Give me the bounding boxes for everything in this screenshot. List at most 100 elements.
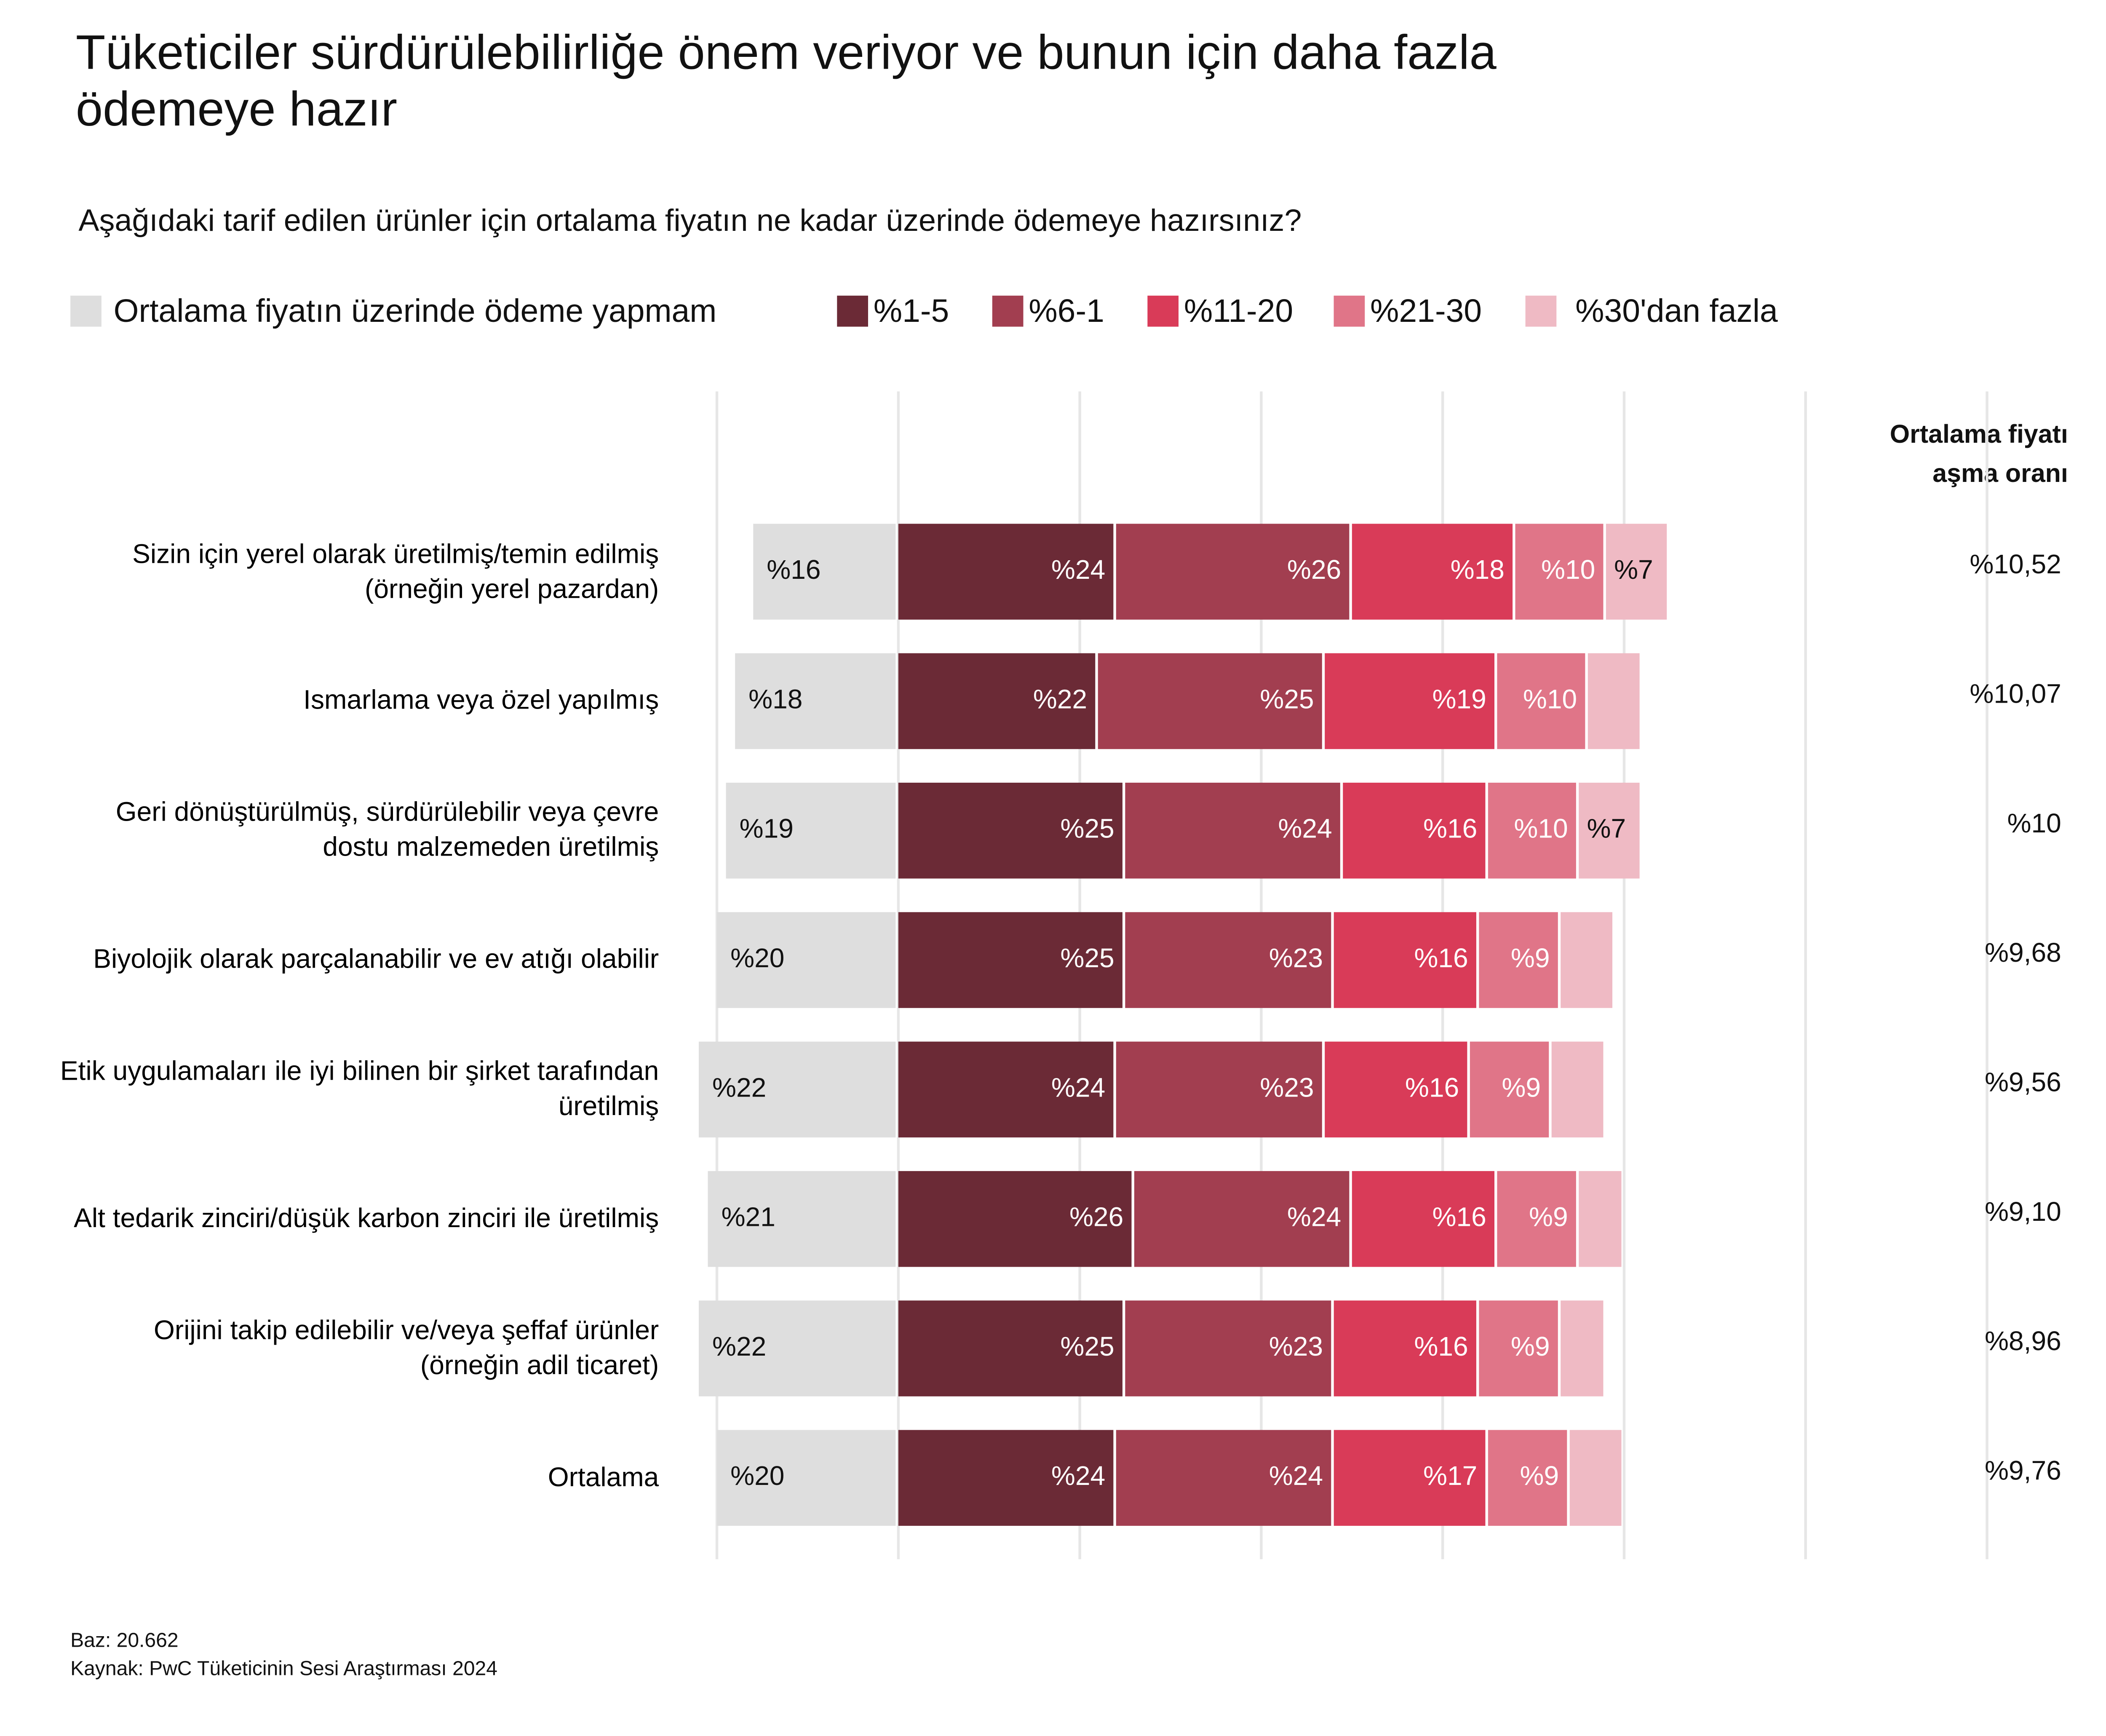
bar-segment: [898, 524, 1114, 620]
premium-value: %9,10: [1985, 1196, 2061, 1227]
bar-segment: [1479, 1300, 1558, 1396]
value-label: %18: [1451, 554, 1505, 585]
value-label: %16: [1414, 943, 1468, 973]
bar-segment: [753, 524, 896, 620]
bar-segment: [1479, 912, 1558, 1008]
category-box: Ismarlama veya özel yapılmış: [303, 686, 659, 716]
value-label: %26: [1287, 554, 1341, 585]
value-label: %23: [1269, 943, 1323, 973]
bar-segment: [1561, 1300, 1604, 1396]
value-label: %22: [712, 1331, 766, 1362]
value-label: %7: [1587, 813, 1626, 844]
bar-segment: [1470, 1041, 1549, 1138]
chart-title: Tüketiciler sürdürülebilirliğe önem veri…: [75, 24, 1497, 136]
bar-segment: [1488, 782, 1576, 879]
bar-segment: [898, 1171, 1132, 1267]
value-label: %19: [1433, 684, 1486, 714]
bar-segment: [1116, 1041, 1322, 1138]
value-label: %9: [1511, 943, 1550, 973]
bar-segment: [1352, 524, 1513, 620]
bar-segment: [1334, 912, 1476, 1008]
legend-label: %30'dan fazla: [1575, 293, 1778, 329]
bar-segment: [1116, 1430, 1331, 1526]
category-box: Ortalama: [548, 1463, 659, 1493]
category-label: Orijini takip edilebilir ve/veya şeffaf …: [153, 1316, 659, 1381]
category-label: Ortalama: [548, 1463, 659, 1493]
bar-segment: [1134, 1171, 1350, 1267]
bar-segment: [1125, 782, 1340, 879]
premium-value: %10,07: [1970, 679, 2061, 709]
value-label: %9: [1502, 1072, 1541, 1102]
chart-subtitle: Aşağıdaki tarif edilen ürünler için orta…: [78, 203, 1302, 238]
value-label: %16: [1414, 1331, 1468, 1362]
category-label: Etik uygulamaları ile iyi bilinen bir şi…: [60, 1057, 659, 1122]
value-label: %22: [1033, 684, 1087, 714]
category-box: Geri dönüştürülmüş, sürdürülebilir veya …: [116, 798, 659, 863]
category-box: Orijini takip edilebilir ve/veya şeffaf …: [153, 1316, 659, 1381]
value-label: %25: [1260, 684, 1314, 714]
value-label: %18: [748, 684, 802, 714]
premium-value: %10: [2007, 808, 2061, 838]
bar-segment: [1579, 782, 1640, 879]
bar-segment: [898, 1430, 1114, 1526]
bar-segment: [1497, 1171, 1576, 1267]
bar-segment: [1125, 1300, 1331, 1396]
value-label: %25: [1060, 943, 1114, 973]
value-label: %9: [1529, 1202, 1568, 1232]
value-label: %24: [1051, 554, 1105, 585]
bar-segment: [1325, 653, 1495, 749]
bar-segment: [1606, 524, 1667, 620]
value-label: %25: [1060, 1331, 1114, 1362]
note: Kaynak: PwC Tüketicinin Sesi Araştırması…: [70, 1657, 497, 1680]
bar-segment: [1561, 912, 1613, 1008]
bar-segment: [1125, 912, 1331, 1008]
category-box: Alt tedarik zinciri/düşük karbon zinciri…: [74, 1204, 659, 1234]
bar-segment: [717, 912, 896, 1008]
category-box: Sizin için yerel olarak üretilmiş/temin …: [132, 539, 659, 605]
bar-segment: [726, 782, 896, 879]
legend-swatch: [1334, 295, 1365, 327]
category-box: Biyolojik olarak parçalanabilir ve ev at…: [93, 945, 659, 975]
category-label: Alt tedarik zinciri/düşük karbon zinciri…: [74, 1204, 659, 1234]
value-label: %24: [1287, 1202, 1341, 1232]
note: Baz: 20.662: [70, 1629, 178, 1651]
title-box: Tüketiciler sürdürülebilirliğe önem veri…: [75, 24, 1497, 136]
bar-segment: [898, 912, 1122, 1008]
value-label: %21: [722, 1202, 775, 1232]
bar-segment: [1343, 782, 1486, 879]
legend-swatch: [70, 295, 102, 327]
premium-title-box: Ortalama fiyatı aşma oranı: [1890, 421, 2068, 489]
category-label: Ismarlama veya özel yapılmış: [303, 686, 659, 716]
value-label: %9: [1520, 1460, 1559, 1491]
category-label: Biyolojik olarak parçalanabilir ve ev at…: [93, 945, 659, 975]
bar-segment: [1515, 524, 1604, 620]
premium-value: %9,56: [1985, 1067, 2061, 1097]
legend-label: %21-30: [1370, 293, 1482, 329]
premium-value: %8,96: [1985, 1326, 2061, 1356]
bar-segment: [1116, 524, 1350, 620]
value-label: %16: [1433, 1202, 1486, 1232]
bar-segment: [898, 1041, 1114, 1138]
value-label: %24: [1051, 1460, 1105, 1491]
value-label: %20: [730, 1460, 784, 1491]
value-label: %19: [740, 813, 794, 844]
value-label: %17: [1423, 1460, 1477, 1491]
bar-segment: [698, 1041, 896, 1138]
value-label: %10: [1514, 813, 1568, 844]
bar-segment: [898, 1300, 1122, 1396]
value-label: %10: [1541, 554, 1595, 585]
legend-label: Ortalama fiyatın üzerinde ödeme yapmam: [114, 293, 717, 329]
bar-segment: [1588, 653, 1640, 749]
category-label: Sizin için yerel olarak üretilmiş/temin …: [132, 539, 659, 605]
bar-segment: [1488, 1430, 1567, 1526]
bar-segment: [735, 653, 896, 749]
bar-segment: [1334, 1300, 1476, 1396]
value-label: %23: [1260, 1072, 1314, 1102]
bar-segment: [698, 1300, 896, 1396]
legend-label: %6-1: [1029, 293, 1104, 329]
legend-swatch: [1525, 295, 1557, 327]
premium-title: Ortalama fiyatı aşma oranı: [1890, 421, 2068, 489]
value-label: %26: [1069, 1202, 1123, 1232]
value-label: %10: [1523, 684, 1577, 714]
